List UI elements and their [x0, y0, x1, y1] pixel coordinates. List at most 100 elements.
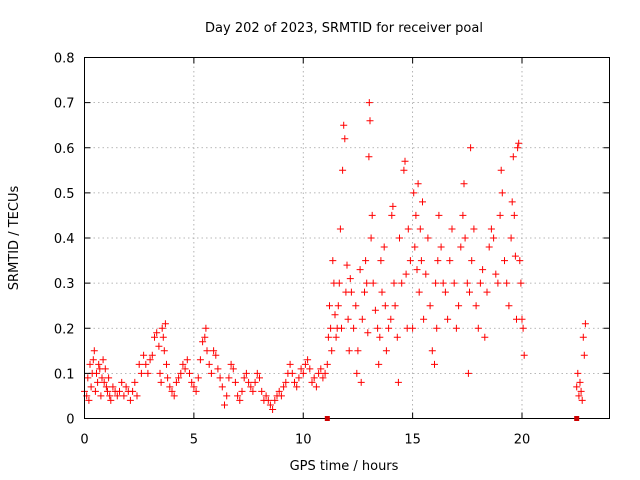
- chart-title: Day 202 of 2023, SRMTID for receiver poa…: [205, 21, 483, 36]
- data-point: [459, 211, 467, 219]
- data-point: [501, 257, 508, 265]
- data-point: [286, 360, 294, 368]
- data-point: [374, 324, 382, 332]
- data-point: [157, 378, 165, 386]
- data-point: [192, 387, 200, 395]
- data-point: [301, 360, 309, 368]
- data-point: [277, 392, 285, 400]
- data-point: [264, 396, 272, 404]
- data-point: [97, 392, 105, 400]
- data-point: [328, 347, 336, 355]
- data-point: [170, 392, 178, 400]
- data-point: [464, 369, 472, 377]
- data-point: [291, 378, 298, 386]
- data-point: [216, 374, 224, 382]
- data-point: [352, 302, 360, 310]
- data-point: [122, 383, 130, 391]
- data-point: [515, 139, 523, 147]
- data-point: [126, 396, 134, 404]
- y-tick-label: 0.5: [54, 187, 75, 202]
- gap-marker: [574, 416, 580, 421]
- data-point: [177, 369, 185, 377]
- data-point: [326, 302, 333, 310]
- data-point: [161, 320, 169, 328]
- data-point: [172, 378, 180, 386]
- data-point: [468, 257, 476, 265]
- data-point: [476, 279, 484, 287]
- data-point: [466, 288, 473, 296]
- data-point: [223, 392, 231, 400]
- data-point: [518, 315, 526, 323]
- data-point: [113, 392, 121, 400]
- data-point: [514, 144, 522, 152]
- data-point: [494, 279, 502, 287]
- data-point: [387, 315, 395, 323]
- data-point: [346, 275, 354, 283]
- data-point: [163, 360, 170, 368]
- data-point: [240, 374, 248, 382]
- data-point: [420, 315, 428, 323]
- data-point: [444, 315, 452, 323]
- data-point: [455, 302, 463, 310]
- data-point: [434, 257, 442, 265]
- data-point: [574, 369, 582, 377]
- data-point: [338, 324, 345, 332]
- data-point: [131, 378, 139, 386]
- data-point: [94, 378, 102, 386]
- axis-ticks: 0 0.1 0.2 0.3 0.4 0.5 0.6 0.7 0.8 0 5 10 15 20: [54, 52, 610, 448]
- y-tick-label: 0.2: [54, 322, 75, 337]
- data-point: [448, 225, 456, 233]
- data-point: [437, 243, 445, 251]
- data-point: [100, 378, 108, 386]
- data-point: [483, 288, 491, 296]
- data-point: [376, 333, 384, 341]
- data-point: [472, 302, 480, 310]
- data-point: [164, 374, 172, 382]
- data-point: [175, 374, 183, 382]
- data-point: [160, 347, 168, 355]
- x-tick-label: 0: [80, 433, 88, 448]
- data-point: [245, 378, 253, 386]
- data-point: [380, 243, 388, 251]
- x-tick-label: 10: [295, 433, 312, 448]
- data-point: [203, 347, 211, 355]
- data-point: [520, 351, 528, 359]
- data-point: [329, 257, 337, 265]
- data-point: [365, 99, 373, 107]
- data-point: [225, 374, 233, 382]
- data-point: [102, 383, 110, 391]
- data-point: [354, 347, 362, 355]
- data-point: [410, 189, 418, 197]
- data-point: [214, 365, 222, 373]
- data-point: [295, 374, 303, 382]
- x-tick-label: 5: [190, 433, 198, 448]
- data-point: [142, 360, 150, 368]
- data-point: [85, 396, 93, 404]
- data-point: [221, 401, 228, 409]
- data-point: [487, 225, 495, 233]
- y-tick-label: 0.4: [54, 232, 75, 247]
- data-point: [357, 378, 365, 386]
- data-point: [414, 180, 422, 188]
- data-point: [363, 279, 371, 287]
- data-point: [93, 369, 100, 377]
- data-point: [258, 387, 266, 395]
- x-tick-label: 20: [514, 433, 531, 448]
- data-point: [398, 279, 406, 287]
- data-point: [511, 252, 519, 260]
- data-point: [422, 270, 430, 278]
- data-point: [271, 396, 279, 404]
- data-point: [439, 279, 447, 287]
- data-point: [492, 270, 500, 278]
- data-point: [575, 392, 583, 400]
- data-point: [467, 144, 475, 152]
- data-point: [321, 369, 329, 377]
- y-tick-label: 0: [66, 413, 74, 428]
- data-point: [371, 306, 379, 314]
- data-point: [323, 360, 331, 368]
- data-point: [210, 347, 218, 355]
- data-point: [207, 369, 215, 377]
- data-point: [201, 333, 209, 341]
- data-point: [579, 333, 587, 341]
